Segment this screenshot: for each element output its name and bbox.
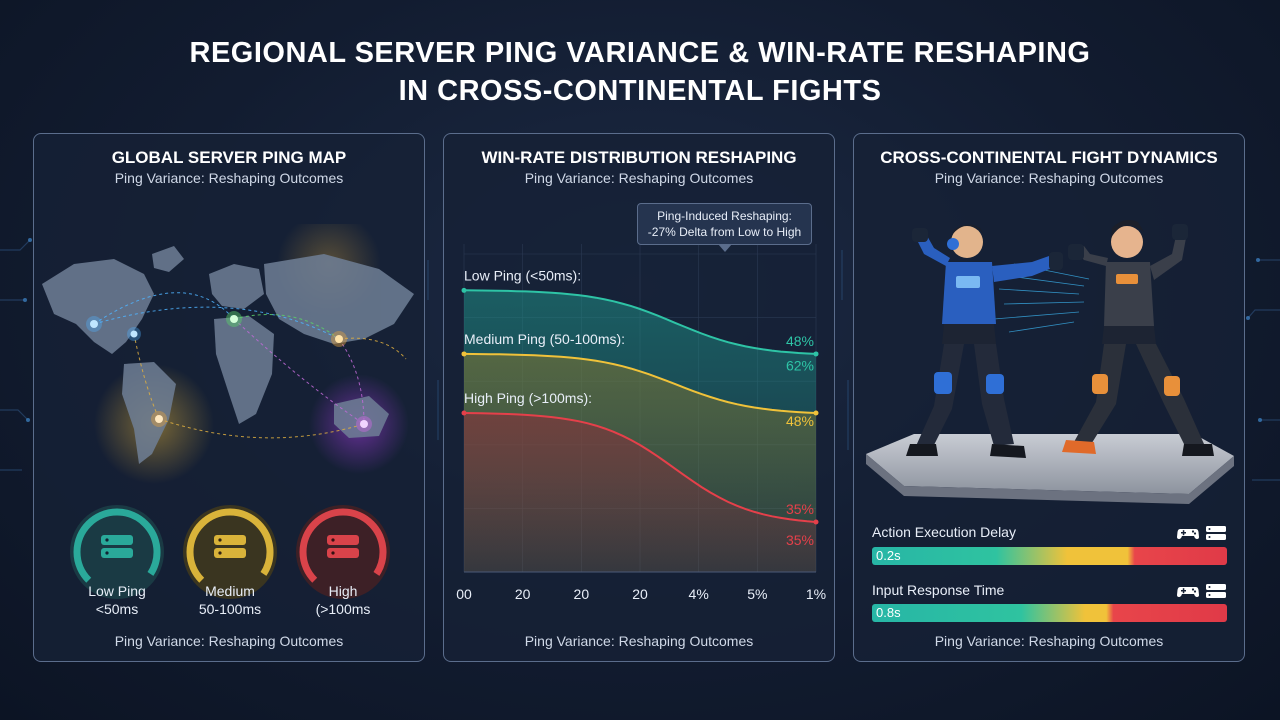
server-icon bbox=[327, 535, 359, 558]
fight-dynamics-panel: CROSS-CONTINENTAL FIGHT DYNAMICS Ping Va… bbox=[853, 133, 1245, 662]
fighter-blue bbox=[906, 224, 1063, 458]
gauge-medium-ping: Medium 50-100ms bbox=[175, 502, 285, 632]
x-tick-label: 00 bbox=[456, 586, 472, 602]
series-area bbox=[464, 413, 816, 572]
series-line bbox=[463, 289, 817, 355]
metric-value-input-response: 0.8s bbox=[876, 605, 901, 620]
series-name-label: High Ping (>100ms): bbox=[464, 390, 592, 406]
metric-icons bbox=[1177, 526, 1226, 540]
continent-south-america bbox=[122, 362, 176, 464]
gauge-high-ping: High (>100ms bbox=[288, 502, 398, 632]
callout-detail: -27% Delta from Low to High bbox=[647, 225, 802, 239]
series-line bbox=[463, 412, 817, 523]
series-name-label: Low Ping (<50ms): bbox=[464, 267, 581, 283]
continent-greenland bbox=[152, 246, 184, 272]
gauge-range: (>100ms bbox=[315, 601, 371, 617]
reshaping-callout: Ping-Induced Reshaping: -27% Delta from … bbox=[637, 203, 812, 252]
series-end-point bbox=[813, 410, 819, 416]
series-end-point bbox=[813, 519, 819, 525]
metric-icons bbox=[1177, 584, 1226, 598]
x-tick-label: 20 bbox=[632, 586, 648, 602]
series-line bbox=[463, 352, 817, 414]
fighter-orange bbox=[1062, 220, 1214, 456]
title-line-1: REGIONAL SERVER PING VARIANCE & WIN-RATE… bbox=[189, 37, 1091, 69]
x-tick-label: 4% bbox=[689, 586, 709, 602]
chart-panel-subtitle: Ping Variance: Reshaping Outcomes bbox=[524, 170, 754, 186]
x-tick-label: 20 bbox=[515, 586, 531, 602]
win-rate-chart-panel: WIN-RATE DISTRIBUTION RESHAPING Ping Var… bbox=[443, 133, 835, 662]
series-value-label: 35% bbox=[786, 532, 814, 548]
server-icon bbox=[214, 535, 246, 558]
map-panel-title: GLOBAL SERVER PING MAP bbox=[111, 148, 347, 167]
action-delay-bar bbox=[872, 547, 1227, 565]
fight-panel-subtitle: Ping Variance: Reshaping Outcomes bbox=[934, 170, 1164, 186]
metric-label-input-response: Input Response Time bbox=[872, 582, 1005, 598]
series-end-point bbox=[813, 351, 819, 357]
arena-platform bbox=[866, 434, 1234, 494]
fight-panel-title: CROSS-CONTINENTAL FIGHT DYNAMICS bbox=[880, 148, 1218, 167]
map-panel-subtitle: Ping Variance: Reshaping Outcomes bbox=[114, 170, 344, 186]
series-end-label: 48% bbox=[786, 333, 814, 349]
metric-label-action-delay: Action Execution Delay bbox=[872, 524, 1016, 540]
chart-panel-title: WIN-RATE DISTRIBUTION RESHAPING bbox=[481, 148, 797, 167]
gauge-label: Low Ping bbox=[88, 583, 146, 599]
server-ping-map-panel: GLOBAL SERVER PING MAP Ping Variance: Re… bbox=[33, 133, 425, 662]
continent-africa bbox=[214, 316, 274, 424]
page-title: REGIONAL SERVER PING VARIANCE & WIN-RATE… bbox=[0, 34, 1280, 110]
server-icon bbox=[1206, 584, 1226, 598]
gauge-low-ping: Low Ping <50ms bbox=[62, 502, 172, 632]
series-start-point bbox=[461, 351, 467, 357]
server-icon bbox=[1206, 526, 1226, 540]
world-map bbox=[42, 224, 414, 484]
x-tick-label: 1% bbox=[806, 586, 826, 602]
win-rate-chart: Low Ping (<50ms): 62% 48% Medium Ping (50-1… bbox=[456, 244, 826, 602]
series-value-label: 48% bbox=[786, 413, 814, 429]
gauge-range: 50-100ms bbox=[198, 601, 262, 617]
continent-europe bbox=[209, 264, 264, 309]
continent-north-america bbox=[42, 259, 154, 354]
gauge-label: Medium bbox=[205, 583, 255, 599]
map-panel-footer: Ping Variance: Reshaping Outcomes bbox=[114, 633, 344, 649]
series-end-label: 35% bbox=[786, 501, 814, 517]
gauge-label: High bbox=[328, 583, 358, 599]
continent-asia bbox=[264, 254, 414, 344]
x-tick-label: 20 bbox=[574, 586, 590, 602]
fight-panel-footer: Ping Variance: Reshaping Outcomes bbox=[934, 633, 1164, 649]
server-icon bbox=[101, 535, 133, 558]
series-value-label: 62% bbox=[786, 357, 814, 373]
server-nodes bbox=[86, 311, 372, 432]
fighters-illustration bbox=[866, 220, 1234, 504]
gamepad-icon bbox=[1177, 529, 1199, 539]
series-start-point bbox=[461, 287, 467, 293]
title-line-2: IN CROSS-CONTINENTAL FIGHTS bbox=[398, 75, 882, 107]
callout-heading: Ping-Induced Reshaping: bbox=[657, 209, 792, 223]
gauge-range: <50ms bbox=[95, 601, 139, 617]
series-start-point bbox=[461, 410, 467, 416]
metric-value-action-delay: 0.2s bbox=[876, 548, 901, 563]
chart-panel-footer: Ping Variance: Reshaping Outcomes bbox=[524, 633, 754, 649]
series-name-label: Medium Ping (50-100ms): bbox=[464, 331, 625, 347]
x-tick-label: 5% bbox=[747, 586, 767, 602]
input-response-bar bbox=[872, 604, 1227, 622]
gamepad-icon bbox=[1177, 587, 1199, 597]
